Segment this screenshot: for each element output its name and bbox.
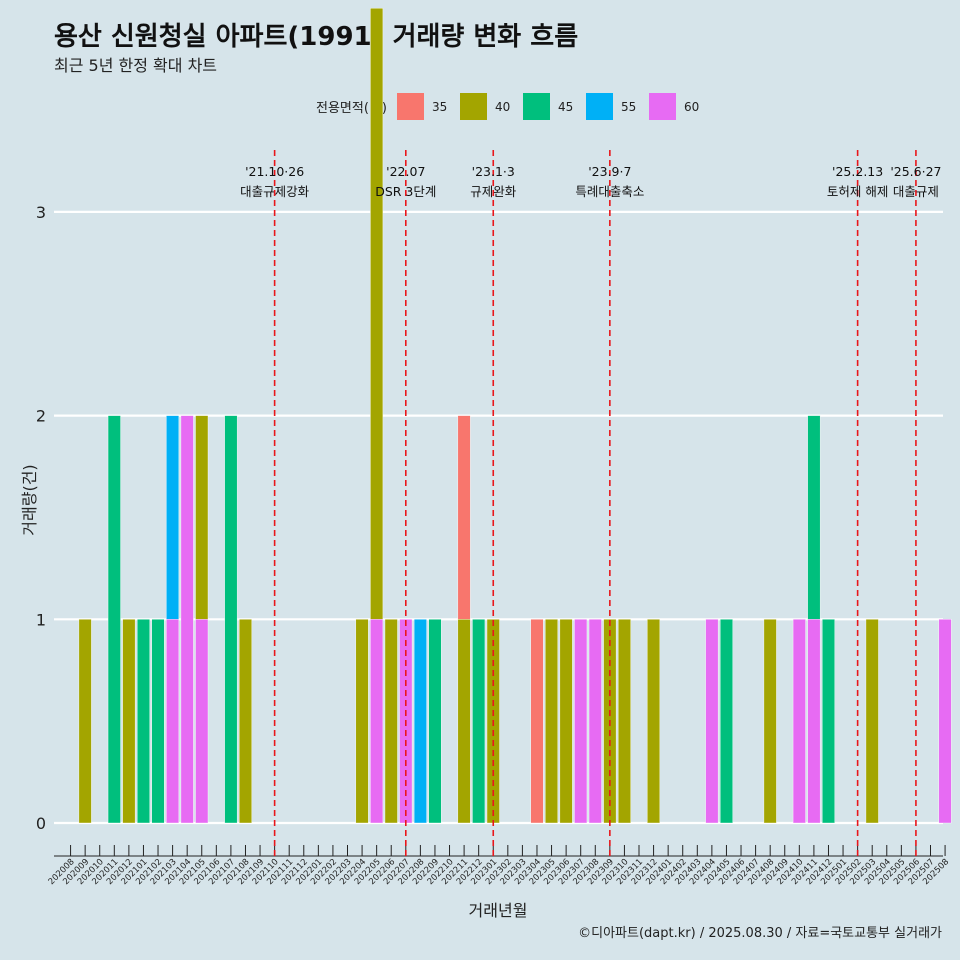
bar-202410-60 [792, 619, 806, 824]
legend-swatch-60 [648, 93, 676, 120]
x-axis-label: 거래년월 [468, 901, 528, 920]
chart-subtitle: 최근 5년 한정 확대 차트 [54, 56, 218, 75]
bar-202307-60 [574, 619, 588, 824]
legend-label-35: 35 [431, 99, 448, 114]
legend-swatch-55 [585, 93, 613, 120]
bar-202508-60 [938, 619, 952, 824]
legend-item-35: 35 [396, 93, 450, 120]
event-date-label: '25.6·27 [890, 164, 941, 179]
y-tick-label: 2 [36, 407, 46, 426]
bar-202211-40 [457, 619, 471, 824]
bar-202408-40 [763, 619, 777, 824]
event-date-label: '23.9·7 [588, 164, 631, 179]
bar-202105-40 [195, 415, 209, 620]
bar-202305-40 [545, 619, 558, 824]
bar-202208-55 [413, 619, 427, 824]
y-tick-label: 0 [36, 814, 46, 833]
event-label: 대출규제 [893, 184, 939, 199]
event-label: 대출규제강화 [240, 184, 310, 199]
bar-202104-60 [180, 415, 194, 824]
legend-label-55: 55 [620, 99, 637, 114]
event-label: 규제완화 [470, 184, 517, 199]
event-date-label: '22.07 [386, 164, 425, 179]
bar-202101-45 [136, 619, 150, 824]
legend-item-40: 40 [459, 93, 513, 120]
bar-202306-40 [559, 619, 573, 824]
bar-202308-60 [588, 619, 602, 824]
bar-202205-60 [370, 619, 384, 824]
bar-202209-45 [428, 619, 442, 824]
legend-swatch-45 [522, 93, 550, 120]
event-label: 토허제 해제 [827, 184, 888, 199]
legend-item-55: 55 [585, 93, 639, 120]
legend-item-60: 60 [648, 93, 702, 120]
bar-202103-60 [166, 619, 180, 824]
bar-202107-45 [224, 415, 238, 824]
legend: 전용면적(㎡) 35 40 45 55 60 [316, 93, 712, 120]
bar-202310-40 [617, 619, 631, 824]
bar-202103-55 [166, 415, 180, 620]
legend-item-45: 45 [522, 93, 576, 120]
bar-202012-40 [122, 619, 136, 824]
y-axis-label: 거래량(건) [20, 464, 39, 536]
legend-title: 전용면적(㎡) [316, 101, 387, 116]
event-date-label: '25.2.13 [832, 164, 883, 179]
bar-202206-40 [384, 619, 398, 824]
event-label: DSR 3단계 [375, 184, 436, 199]
bar-202108-40 [239, 619, 252, 824]
bar-202411-60 [807, 619, 821, 824]
legend-swatch-40 [459, 93, 487, 120]
bar-202503-40 [865, 619, 879, 824]
source-caption: ©디아파트(dapt.kr) / 2025.08.30 / 자료=국토교통부 실… [578, 926, 942, 941]
event-label: 특례대출축소 [575, 184, 644, 199]
legend-label-60: 60 [683, 99, 700, 114]
legend-swatch-35 [396, 93, 424, 120]
legend-label-45: 45 [557, 99, 574, 114]
bar-202105-60 [195, 619, 209, 824]
y-tick-label: 1 [36, 610, 46, 629]
bar-202211-35 [457, 415, 471, 620]
legend-label-40: 40 [494, 99, 511, 114]
bar-202304-35 [530, 619, 544, 824]
y-tick-label: 3 [36, 203, 46, 222]
bar-202411-45 [807, 415, 821, 620]
bar-202011-45 [107, 415, 121, 824]
event-date-label: '23.1·3 [472, 164, 515, 179]
bar-202205-40 [370, 7, 384, 620]
bar-202212-45 [472, 619, 486, 824]
chart-title: 용산 신원청실 아파트(1991) 거래량 변화 흐름 [54, 22, 579, 52]
bar-202405-45 [720, 619, 733, 824]
bar-202312-40 [647, 619, 661, 824]
bar-202412-45 [822, 619, 835, 824]
event-date-label: '21.10·26 [245, 164, 304, 179]
bar-202009-40 [78, 619, 92, 824]
bar-202102-45 [151, 619, 165, 824]
bar-202204-40 [355, 619, 369, 824]
bar-202404-60 [705, 619, 719, 824]
